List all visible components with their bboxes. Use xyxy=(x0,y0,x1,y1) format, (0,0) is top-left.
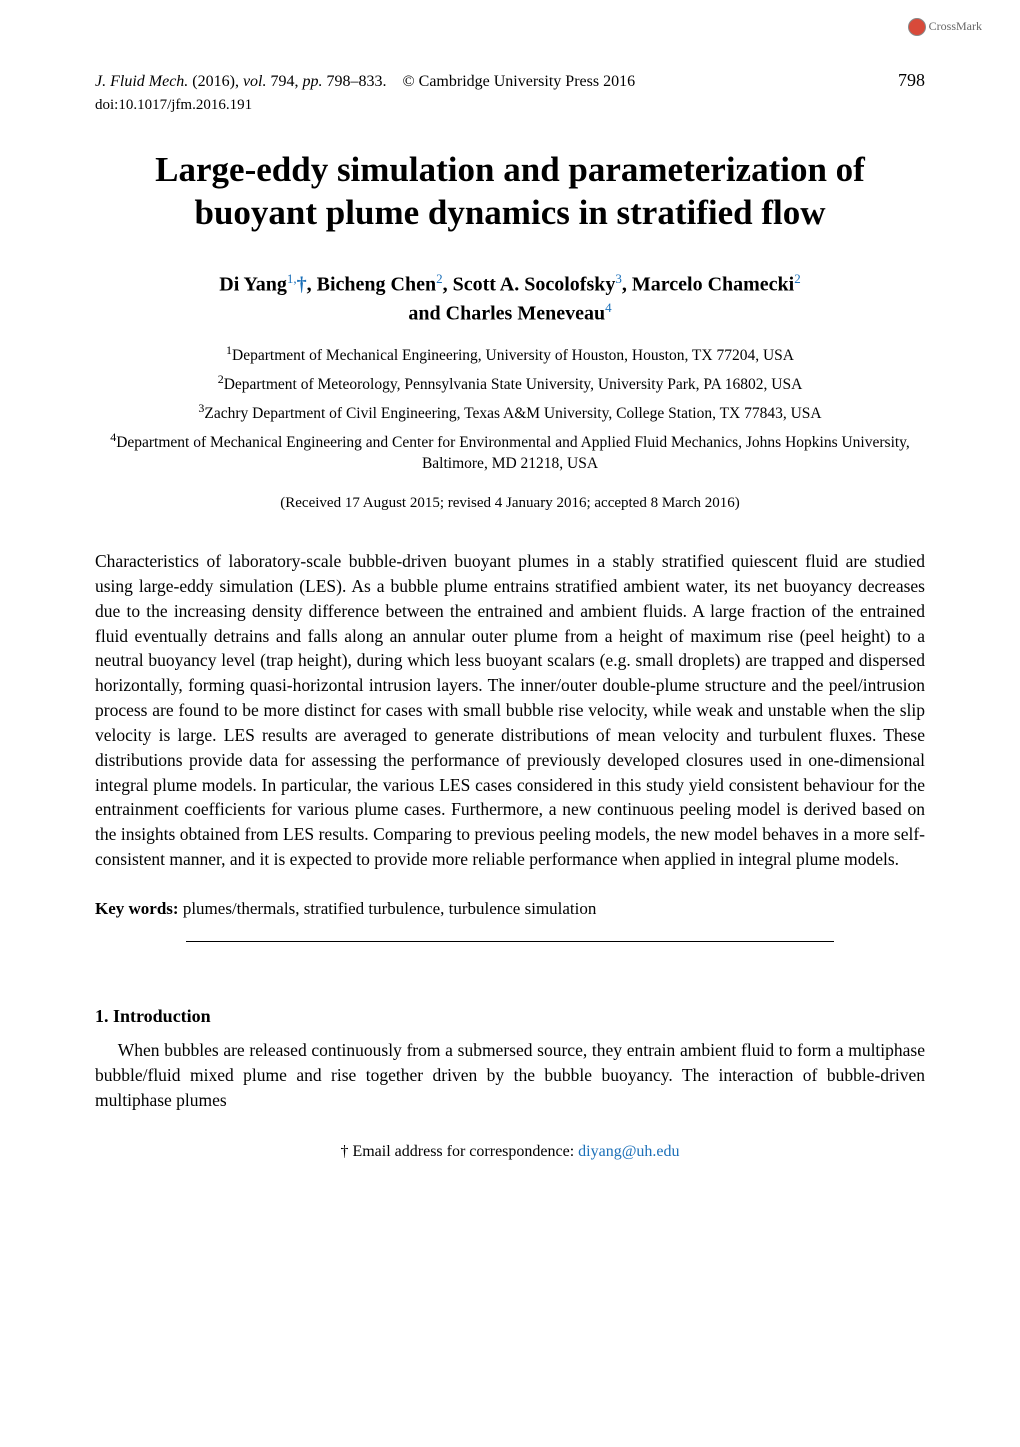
journal-name: J. Fluid Mech. xyxy=(95,73,188,90)
affiliation-3: 3Zachry Department of Civil Engineering,… xyxy=(95,400,925,425)
footer-text: Email address for correspondence: xyxy=(352,1143,574,1160)
journal-pp: 798–833. xyxy=(327,73,387,90)
keywords-label: Key words: xyxy=(95,899,179,918)
corresponding-email-line: † Email address for correspondence: diya… xyxy=(95,1141,925,1163)
doi: doi:10.1017/jfm.2016.191 xyxy=(95,95,925,115)
crossmark-badge[interactable]: CrossMark xyxy=(908,18,982,36)
journal-vol-label: vol. xyxy=(243,73,267,90)
article-title: Large-eddy simulation and parameterizati… xyxy=(95,149,925,234)
journal-year: (2016), xyxy=(192,73,239,90)
affiliations-block: 1Department of Mechanical Engineering, U… xyxy=(95,342,925,475)
keywords-line: Key words: plumes/thermals, stratified t… xyxy=(95,898,925,921)
journal-pp-label: pp. xyxy=(303,73,323,90)
journal-header: J. Fluid Mech. (2016), vol. 794, pp. 798… xyxy=(95,68,925,93)
footer-dagger: † xyxy=(340,1143,348,1160)
affiliation-2: 2Department of Meteorology, Pennsylvania… xyxy=(95,371,925,396)
crossmark-icon xyxy=(908,18,926,36)
journal-copyright: © Cambridge University Press 2016 xyxy=(403,73,636,90)
divider xyxy=(186,941,833,942)
page-number: 798 xyxy=(898,68,925,92)
affiliation-1: 1Department of Mechanical Engineering, U… xyxy=(95,342,925,367)
section-1-paragraph: When bubbles are released continuously f… xyxy=(95,1038,925,1113)
keywords-text: plumes/thermals, stratified turbulence, … xyxy=(183,899,597,918)
section-1-heading: 1. Introduction xyxy=(95,1004,925,1028)
affiliation-4: 4Department of Mechanical Engineering an… xyxy=(95,429,925,475)
journal-left: J. Fluid Mech. (2016), vol. 794, pp. 798… xyxy=(95,71,635,93)
corresponding-email-link[interactable]: diyang@uh.edu xyxy=(578,1143,679,1160)
authors-line-2: and Charles Meneveau4 xyxy=(95,299,925,328)
dates-received: (Received 17 August 2015; revised 4 Janu… xyxy=(95,493,925,513)
abstract: Characteristics of laboratory-scale bubb… xyxy=(95,549,925,872)
authors-block: Di Yang1,†, Bicheng Chen2, Scott A. Soco… xyxy=(95,270,925,327)
authors-line-1: Di Yang1,†, Bicheng Chen2, Scott A. Soco… xyxy=(95,270,925,299)
crossmark-label: CrossMark xyxy=(929,19,982,33)
journal-vol: 794, xyxy=(271,73,299,90)
